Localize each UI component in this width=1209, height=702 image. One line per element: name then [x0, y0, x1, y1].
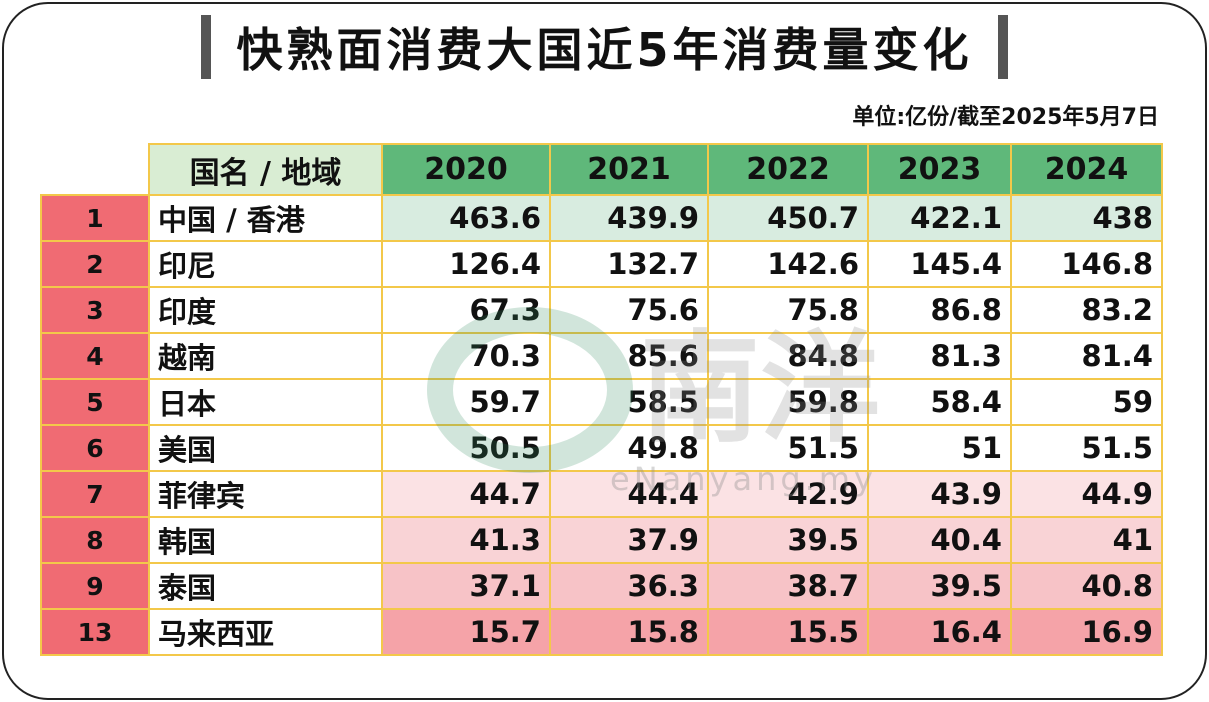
value-cell: 85.6: [549, 332, 709, 380]
value-cell: 83.2: [1010, 286, 1163, 334]
column-header-name: 国名 / 地域: [148, 143, 383, 196]
value-cell: 59.7: [381, 378, 551, 426]
value-cell: 132.7: [549, 240, 709, 288]
value-cell: 39.5: [867, 562, 1012, 610]
value-cell: 145.4: [867, 240, 1012, 288]
rank-cell: 2: [40, 240, 150, 288]
title-bar-left: [201, 15, 212, 79]
value-cell: 81.3: [867, 332, 1012, 380]
value-cell: 49.8: [549, 424, 709, 472]
value-cell: 37.1: [381, 562, 551, 610]
column-header-2021: 2021: [549, 143, 709, 196]
value-cell: 16.4: [867, 608, 1012, 656]
rank-cell: 13: [40, 608, 150, 656]
value-cell: 146.8: [1010, 240, 1163, 288]
value-cell: 41: [1010, 516, 1163, 564]
value-cell: 15.7: [381, 608, 551, 656]
value-cell: 44.9: [1010, 470, 1163, 518]
value-cell: 58.4: [867, 378, 1012, 426]
value-cell: 37.9: [549, 516, 709, 564]
table-row: 8 韩国 41.3 37.9 39.5 40.4 41: [40, 516, 1163, 564]
value-cell: 40.4: [867, 516, 1012, 564]
value-cell: 38.7: [707, 562, 869, 610]
value-cell: 58.5: [549, 378, 709, 426]
column-header-2020: 2020: [381, 143, 551, 196]
rank-cell: 5: [40, 378, 150, 426]
value-cell: 438: [1010, 194, 1163, 242]
column-header-2022: 2022: [707, 143, 869, 196]
table-row: 6 美国 50.5 49.8 51.5 51 51.5: [40, 424, 1163, 472]
value-cell: 41.3: [381, 516, 551, 564]
value-cell: 59.8: [707, 378, 869, 426]
country-name-cell: 泰国: [148, 562, 383, 610]
corner-cell: [40, 143, 150, 196]
value-cell: 84.8: [707, 332, 869, 380]
country-name-cell: 越南: [148, 332, 383, 380]
value-cell: 75.8: [707, 286, 869, 334]
value-cell: 59: [1010, 378, 1163, 426]
value-cell: 450.7: [707, 194, 869, 242]
country-name-cell: 马来西亚: [148, 608, 383, 656]
value-cell: 44.4: [549, 470, 709, 518]
chart-title: 快熟面消费大国近5年消费量变化: [236, 23, 973, 77]
consumption-table: 国名 / 地域 2020 2021 2022 2023 2024 1 中国 / 香…: [40, 143, 1163, 656]
rank-cell: 1: [40, 194, 150, 242]
value-cell: 39.5: [707, 516, 869, 564]
value-cell: 16.9: [1010, 608, 1163, 656]
value-cell: 439.9: [549, 194, 709, 242]
value-cell: 463.6: [381, 194, 551, 242]
country-name-cell: 中国 / 香港: [148, 194, 383, 242]
country-name-cell: 菲律宾: [148, 470, 383, 518]
country-name-cell: 日本: [148, 378, 383, 426]
value-cell: 70.3: [381, 332, 551, 380]
value-cell: 67.3: [381, 286, 551, 334]
table-row: 5 日本 59.7 58.5 59.8 58.4 59: [40, 378, 1163, 426]
value-cell: 15.5: [707, 608, 869, 656]
table-row: 4 越南 70.3 85.6 84.8 81.3 81.4: [40, 332, 1163, 380]
country-name-cell: 韩国: [148, 516, 383, 564]
rank-cell: 3: [40, 286, 150, 334]
value-cell: 50.5: [381, 424, 551, 472]
country-name-cell: 印尼: [148, 240, 383, 288]
value-cell: 51.5: [707, 424, 869, 472]
rank-cell: 8: [40, 516, 150, 564]
table-row: 1 中国 / 香港 463.6 439.9 450.7 422.1 438: [40, 194, 1163, 242]
unit-note: 单位:亿份/截至2025年5月7日: [852, 105, 1159, 130]
table-row: 13 马来西亚 15.7 15.8 15.5 16.4 16.9: [40, 608, 1163, 656]
country-name-cell: 印度: [148, 286, 383, 334]
table-row: 3 印度 67.3 75.6 75.8 86.8 83.2: [40, 286, 1163, 334]
title-block: 快熟面消费大国近5年消费量变化: [0, 14, 1209, 80]
title-bar-right: [997, 15, 1008, 79]
country-name-cell: 美国: [148, 424, 383, 472]
value-cell: 15.8: [549, 608, 709, 656]
value-cell: 51: [867, 424, 1012, 472]
value-cell: 36.3: [549, 562, 709, 610]
value-cell: 42.9: [707, 470, 869, 518]
column-header-2023: 2023: [867, 143, 1012, 196]
column-header-2024: 2024: [1010, 143, 1163, 196]
value-cell: 126.4: [381, 240, 551, 288]
table-row: 9 泰国 37.1 36.3 38.7 39.5 40.8: [40, 562, 1163, 610]
rank-cell: 9: [40, 562, 150, 610]
rank-cell: 4: [40, 332, 150, 380]
table-row: 7 菲律宾 44.7 44.4 42.9 43.9 44.9: [40, 470, 1163, 518]
value-cell: 40.8: [1010, 562, 1163, 610]
value-cell: 43.9: [867, 470, 1012, 518]
table-body: 1 中国 / 香港 463.6 439.9 450.7 422.1 438 2 印尼 126.4 1…: [40, 194, 1163, 656]
value-cell: 51.5: [1010, 424, 1163, 472]
value-cell: 81.4: [1010, 332, 1163, 380]
rank-cell: 7: [40, 470, 150, 518]
value-cell: 44.7: [381, 470, 551, 518]
value-cell: 86.8: [867, 286, 1012, 334]
rank-cell: 6: [40, 424, 150, 472]
value-cell: 422.1: [867, 194, 1012, 242]
header-row: 国名 / 地域 2020 2021 2022 2023 2024: [40, 143, 1163, 196]
value-cell: 142.6: [707, 240, 869, 288]
table-row: 2 印尼 126.4 132.7 142.6 145.4 146.8: [40, 240, 1163, 288]
value-cell: 75.6: [549, 286, 709, 334]
